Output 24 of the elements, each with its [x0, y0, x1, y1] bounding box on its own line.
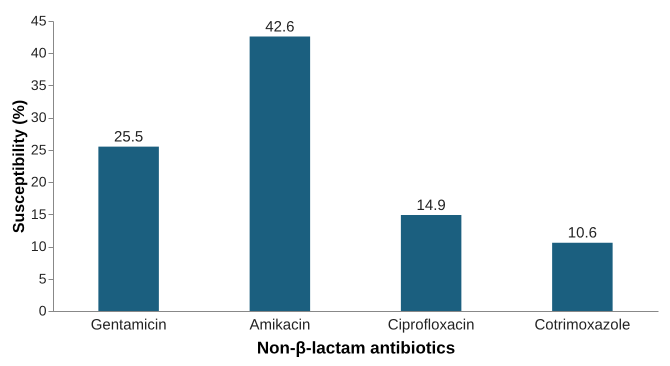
x-tick-label: Amikacin	[249, 316, 310, 334]
y-tick-label: 15	[30, 206, 47, 222]
data-label: 14.9	[416, 196, 446, 214]
bar	[400, 214, 462, 311]
x-tick-label: Cotrimoxazole	[534, 316, 630, 334]
bar	[250, 36, 310, 311]
y-tick-label: 25	[30, 141, 47, 158]
data-label: 42.6	[265, 18, 294, 36]
y-tick-label: 5	[38, 270, 47, 286]
y-tick-label: 20	[30, 174, 47, 190]
y-tick-label: 30	[30, 109, 47, 126]
x-tick-label: Gentamicin	[90, 316, 167, 334]
data-label: 10.6	[568, 224, 597, 242]
y-tick-label: 10	[30, 238, 47, 254]
y-tick-label: 45	[30, 12, 47, 28]
y-tick-label: 35	[30, 76, 47, 93]
x-tick-label: Ciprofloxacin	[388, 316, 474, 334]
y-tick-label: 40	[30, 44, 47, 61]
bar	[98, 146, 159, 311]
bar	[552, 242, 613, 311]
x-axis-title: Non-β-lactam antibiotics	[256, 338, 456, 358]
data-label: 25.5	[114, 128, 144, 146]
y-tick-label: 0	[38, 302, 47, 318]
y-axis-title: Susceptibility (%)	[10, 100, 28, 234]
